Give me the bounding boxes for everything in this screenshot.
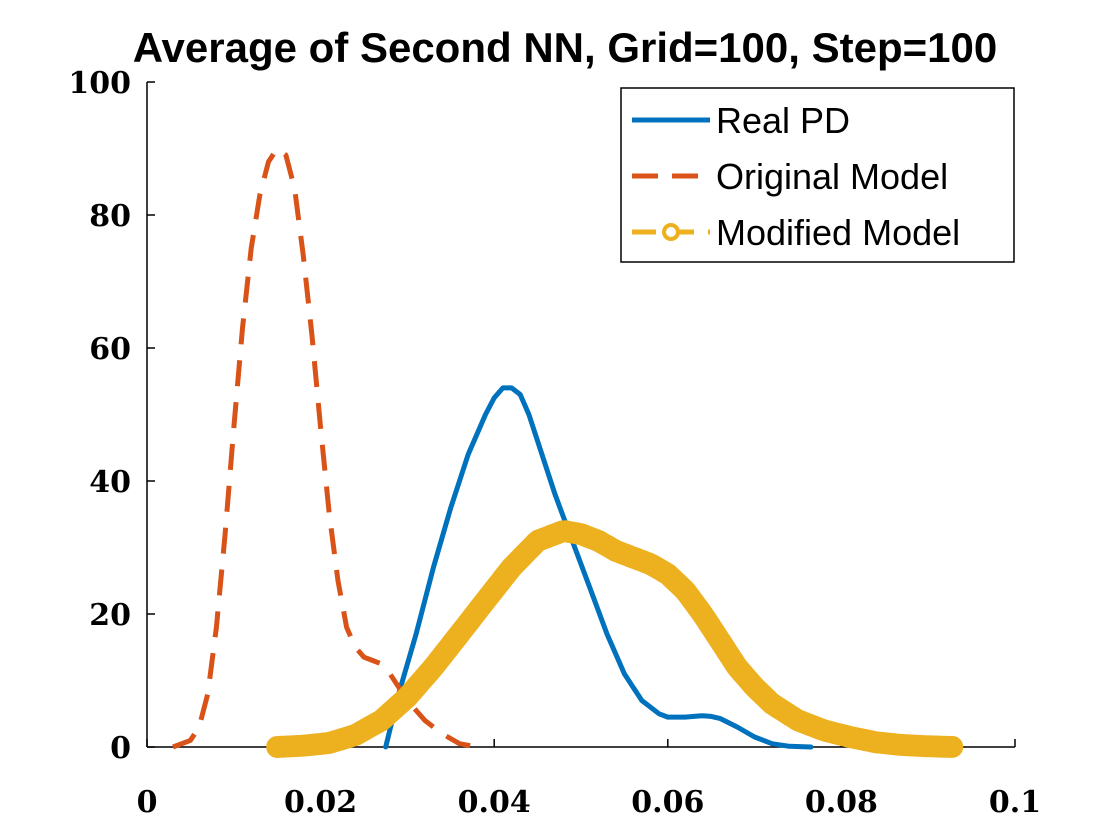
x-tick-label: 0.08 [805,785,878,820]
legend-label: Real PD [716,100,850,141]
axes: 0 0.02 0.04 0.06 0.08 0.1 0 20 40 60 80 100 [68,66,1041,820]
y-tick-label: 100 [68,66,131,101]
legend-label: Modified Model [716,212,960,253]
series-line-real-pd [383,385,814,750]
x-tick-label: 0.1 [989,785,1041,820]
y-tick-label: 60 [89,332,131,367]
x-tick-label: 0.02 [284,785,357,820]
series-group [172,146,964,758]
y-tick-label: 0 [110,731,131,766]
series-marker [941,735,964,758]
x-tick-label: 0.06 [631,785,704,820]
y-tick-label: 80 [89,199,131,234]
x-tick-label: 0 [137,785,158,820]
legend-label: Original Model [716,156,948,197]
legend-marker [662,223,680,241]
x-tick-label: 0.04 [458,785,531,820]
legend: Real PD Original Model Modified Model [620,87,1015,263]
y-tick-label: 40 [89,465,131,500]
series-line-original-model [172,146,478,750]
series-markers-modified-model [266,520,964,758]
chart-title: Average of Second NN, Grid=100, Step=100 [133,24,997,71]
y-tick-label: 20 [89,598,131,633]
